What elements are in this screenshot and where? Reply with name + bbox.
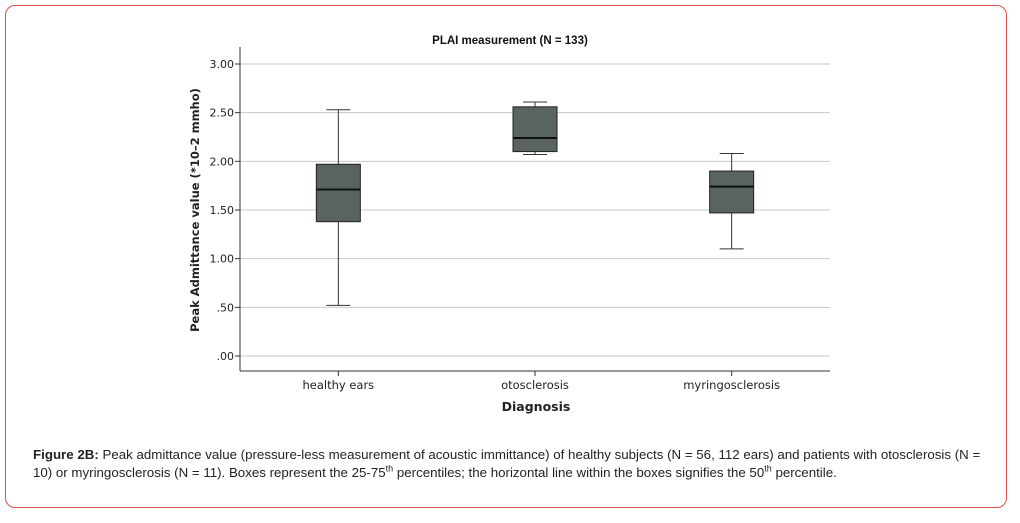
caption-text-2: percentiles; the horizontal line within … bbox=[393, 465, 765, 480]
y-tick-label: 2.00 bbox=[210, 155, 235, 168]
y-tick-label: .50 bbox=[217, 301, 235, 314]
caption-sup-2: th bbox=[764, 463, 772, 474]
y-tick-label: 1.50 bbox=[210, 204, 235, 217]
caption-label: Figure 2B: bbox=[33, 447, 99, 462]
y-tick-label: 2.50 bbox=[210, 107, 235, 120]
chart-title: PLAI measurement (N = 133) bbox=[432, 35, 588, 47]
iqr-box bbox=[709, 170, 755, 214]
caption-text-3: percentile. bbox=[771, 465, 837, 480]
figure-frame bbox=[5, 5, 1007, 508]
figure-caption: Figure 2B: Peak admittance value (pressu… bbox=[33, 446, 983, 482]
y-axis-label: Peak Admittance value (*10–2 mmho) bbox=[188, 88, 202, 332]
caption-sup-1: th bbox=[385, 463, 394, 474]
y-tick-label: .00 bbox=[217, 350, 235, 363]
y-tick-label: 1.00 bbox=[210, 253, 235, 266]
y-tick-label: 3.00 bbox=[210, 58, 235, 71]
caption-text-1: Peak admittance value (pressure-less mea… bbox=[33, 447, 981, 480]
x-tick-label: myringosclerosis bbox=[683, 378, 780, 392]
y-axis-ticks: .00 .50 1.00 1.50 2.00 2.50 3.00 bbox=[210, 58, 240, 363]
box-healthy-ears bbox=[315, 109, 361, 306]
iqr-box bbox=[512, 106, 558, 153]
x-axis-ticks: healthy ears otosclerosis myringosclerosis bbox=[302, 371, 780, 392]
x-tick-label: otosclerosis bbox=[501, 378, 569, 392]
boxes bbox=[315, 101, 755, 306]
box-myringosclerosis bbox=[709, 153, 755, 250]
x-axis-label: Diagnosis bbox=[502, 399, 571, 414]
box-otosclerosis bbox=[512, 101, 558, 156]
x-tick-label: healthy ears bbox=[302, 378, 374, 392]
iqr-box bbox=[315, 163, 361, 223]
boxplot-chart: PLAI measurement (N = 133) .00 .50 1.00 1.5… bbox=[188, 35, 830, 414]
